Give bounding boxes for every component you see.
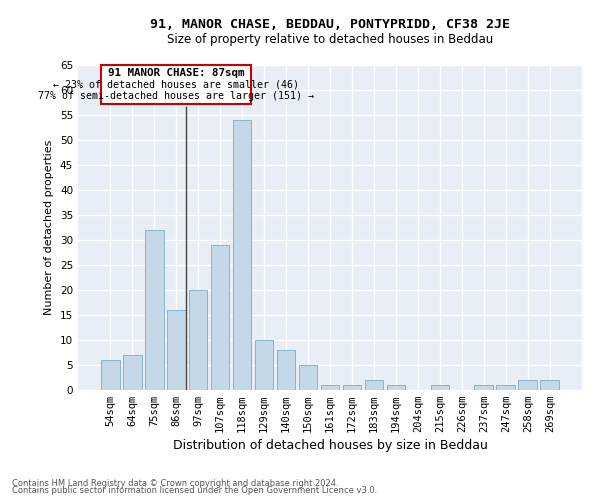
Text: Size of property relative to detached houses in Beddau: Size of property relative to detached ho…	[167, 32, 493, 46]
Bar	[475, 385, 493, 390]
Bar	[365, 380, 383, 390]
Bar	[101, 360, 119, 390]
Bar	[541, 380, 559, 390]
FancyBboxPatch shape	[101, 65, 251, 104]
Y-axis label: Number of detached properties: Number of detached properties	[44, 140, 55, 315]
Text: 91 MANOR CHASE: 87sqm: 91 MANOR CHASE: 87sqm	[108, 68, 244, 78]
Bar	[431, 385, 449, 390]
Text: ← 23% of detached houses are smaller (46): ← 23% of detached houses are smaller (46…	[53, 80, 299, 90]
Text: 91, MANOR CHASE, BEDDAU, PONTYPRIDD, CF38 2JE: 91, MANOR CHASE, BEDDAU, PONTYPRIDD, CF3…	[150, 18, 510, 30]
Bar	[343, 385, 361, 390]
Bar	[167, 310, 185, 390]
Text: Contains HM Land Registry data © Crown copyright and database right 2024.: Contains HM Land Registry data © Crown c…	[12, 478, 338, 488]
Bar	[211, 245, 229, 390]
Bar	[233, 120, 251, 390]
Bar	[145, 230, 164, 390]
Bar	[320, 385, 340, 390]
Bar	[123, 355, 142, 390]
Text: Contains public sector information licensed under the Open Government Licence v3: Contains public sector information licen…	[12, 486, 377, 495]
X-axis label: Distribution of detached houses by size in Beddau: Distribution of detached houses by size …	[173, 440, 487, 452]
Bar	[518, 380, 537, 390]
Text: 77% of semi-detached houses are larger (151) →: 77% of semi-detached houses are larger (…	[38, 91, 314, 101]
Bar	[386, 385, 405, 390]
Bar	[189, 290, 208, 390]
Bar	[277, 350, 295, 390]
Bar	[255, 340, 274, 390]
Bar	[299, 365, 317, 390]
Bar	[496, 385, 515, 390]
